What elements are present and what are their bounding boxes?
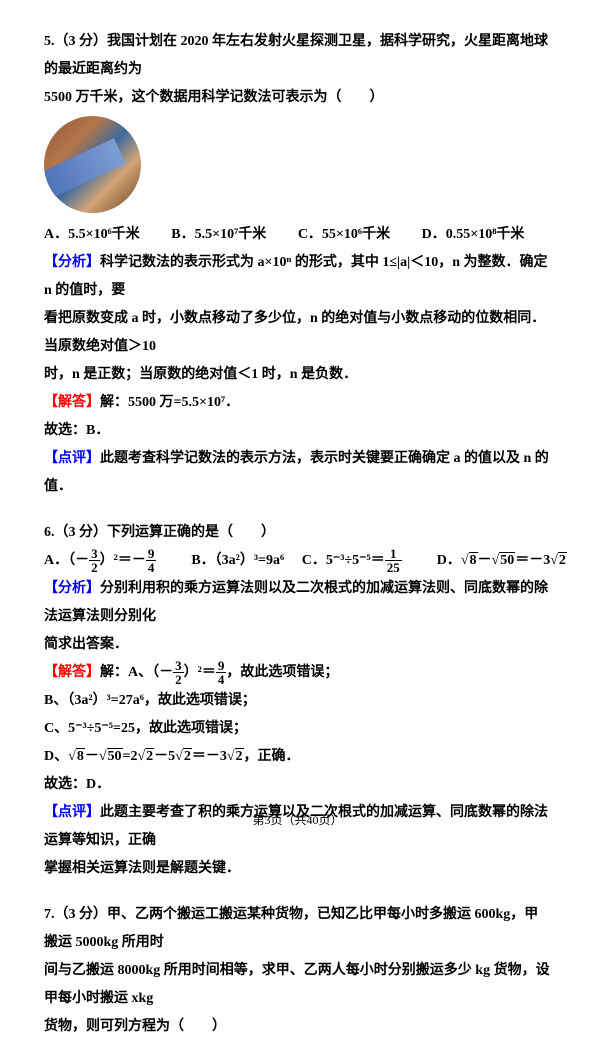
frac-num: 1 (385, 547, 402, 561)
sqrt: 50 (107, 748, 123, 764)
q6-analysis1: 分别利用积的乘方运算法则以及二次根式的加减运算法则、同底数幂的除法运算法则分别化 (44, 581, 548, 624)
q6d-post: ＝－3 (515, 553, 550, 568)
frac-num: 3 (89, 547, 100, 561)
q5-analysis-3: 时，n 是正数；当原数的绝对值＜1 时，n 是负数． (44, 361, 551, 389)
sqrt: 8 (469, 552, 478, 568)
q5-comment: 【点评】此题考查科学记数法的表示方法，表示时关键要正确确定 a 的值以及 n 的… (44, 445, 551, 501)
sqrt: 2 (558, 552, 567, 568)
q6sd-post: ，正确． (244, 749, 300, 764)
frac-num: 3 (173, 659, 184, 673)
page-footer: 第3页（共40页） (0, 808, 595, 832)
q6-analysis: 【分析】分别利用积的乘方运算法则以及二次根式的加减运算法则、同底数幂的除法运算法… (44, 575, 551, 631)
q7-stem1: 7.（3 分）甲、乙两个搬运工搬运某种货物，已知乙比甲每小时多搬运 600kg，… (44, 901, 551, 957)
q5-analysis: 【分析】科学记数法的表示形式为 a×10ⁿ 的形式，其中 1≤|a|＜10，n … (44, 249, 551, 305)
q5-opt-d: D．0.55×10⁸千米 (422, 227, 525, 242)
q5-stem-line2: 5500 万千米，这个数据用科学记数法可表示为（ ） (44, 84, 551, 112)
frac-den: 2 (173, 673, 184, 686)
frac-den: 4 (146, 561, 157, 574)
sqrt: 2 (235, 748, 244, 764)
q6-opt-c: C．5⁻³÷5⁻⁵＝125 (302, 553, 405, 568)
q6-solve-d: D、√8－√50=2√2－5√2＝－3√2，正确． (44, 743, 551, 771)
q6d-pre: D． (437, 553, 461, 568)
sqrt: 2 (183, 748, 192, 764)
q6-opt-d: D．√8－√50＝－3√2 (437, 552, 567, 568)
q6sd-pre: D、 (44, 749, 68, 764)
sqrt: 2 (145, 748, 154, 764)
q6sd-m1: － (85, 749, 99, 764)
q6d-mid: － (478, 553, 492, 568)
q6-comment2: 掌握相关运算法则是解题关键． (44, 855, 551, 883)
q7-stem2: 间与乙搬运 8000kg 所用时间相等，求甲、乙两人每小时分别搬运多少 kg 货… (44, 957, 551, 1013)
q5-solve2: 故选：B． (44, 417, 551, 445)
q6a-mid: ）²＝－ (100, 553, 146, 568)
analysis-label: 【分析】 (44, 581, 100, 596)
q5-opt-a: A．5.5×10⁶千米 (44, 227, 140, 242)
q6-analysis2: 简求出答案． (44, 631, 551, 659)
q7-stem3: 货物，则可列方程为（ ） (44, 1013, 551, 1041)
q5-comment-text: 此题考查科学记数法的表示方法，表示时关键要正确确定 a 的值以及 n 的值． (44, 451, 549, 494)
q5-solve1: 解：5500 万=5.5×10⁷． (100, 395, 239, 410)
q6-solve-a: 【解答】解：A、（－32）²＝94，故此选项错误； (44, 659, 551, 687)
solve-label: 【解答】 (44, 395, 100, 410)
q6sa-post: ，故此选项错误； (226, 665, 338, 680)
q5-opt-c: C．55×10⁶千米 (298, 227, 390, 242)
q6sd-m2: =2 (123, 749, 138, 764)
q6sa-mid: ）²＝ (184, 665, 216, 680)
comment-label: 【点评】 (44, 451, 100, 466)
q6sd-m3: －5 (154, 749, 175, 764)
q5-stem-line1: 5.（3 分）我国计划在 2020 年左右发射火星探测卫星，据科学研究，火星距离… (44, 28, 551, 84)
q6-solve-c: C、5⁻³÷5⁻⁵=25，故此选项错误； (44, 715, 551, 743)
solve-label: 【解答】 (44, 665, 100, 680)
q6-solve-final: 故选：D． (44, 771, 551, 799)
analysis-label: 【分析】 (44, 255, 100, 270)
q6-opt-a: A．（－32）²＝－94 (44, 553, 160, 568)
sqrt: 50 (499, 552, 515, 568)
q5-analysis-2: 看把原数变成 a 时，小数点移动了多少位，n 的绝对值与小数点移动的位数相同．当… (44, 305, 551, 361)
q6sa-pre: 解：A、（－ (100, 665, 173, 680)
q5-solve: 【解答】解：5500 万=5.5×10⁷． (44, 389, 551, 417)
frac-den: 25 (385, 561, 402, 574)
q6sd-m4: ＝－3 (192, 749, 227, 764)
q6-solve-b: B、（3a²）³=27a⁶，故此选项错误； (44, 687, 551, 715)
q6-stem: 6.（3 分）下列运算正确的是（ ） (44, 519, 551, 547)
q6a-pre: A．（－ (44, 553, 89, 568)
q5-options: A．5.5×10⁶千米 B．5.5×10⁷千米 C．55×10⁶千米 D．0.5… (44, 221, 551, 249)
q5-analysis-text1: 科学记数法的表示形式为 a×10ⁿ 的形式，其中 1≤|a|＜10，n 为整数．… (44, 255, 547, 298)
q6c-pre: C．5⁻³÷5⁻⁵＝ (302, 553, 385, 568)
sqrt: 8 (76, 748, 85, 764)
mars-image (44, 116, 141, 213)
frac-num: 9 (146, 547, 157, 561)
q6-options: A．（－32）²＝－94 B．（3a²）³=9a⁶ C．5⁻³÷5⁻⁵＝125 … (44, 547, 551, 575)
frac-den: 2 (89, 561, 100, 574)
q5-opt-b: B．5.5×10⁷千米 (171, 227, 266, 242)
frac-num: 9 (216, 659, 227, 673)
q6-opt-b: B．（3a²）³=9a⁶ (191, 553, 284, 568)
frac-den: 4 (216, 673, 227, 686)
